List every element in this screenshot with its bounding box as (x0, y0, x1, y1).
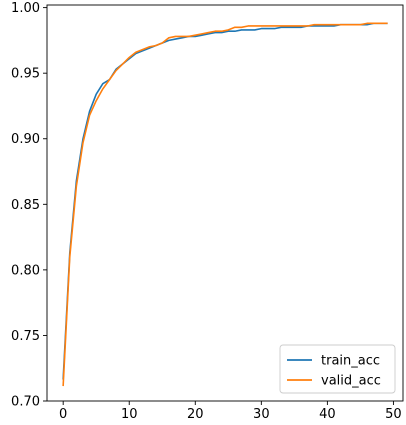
y-tick-label: 0.95 (11, 67, 40, 82)
x-axis: 0 10 20 30 40 50 (59, 401, 402, 422)
series-line-valid-acc (62, 22, 388, 387)
plot-frame (46, 4, 404, 402)
x-tick-label: 10 (121, 407, 138, 422)
x-tick-label: 40 (319, 407, 336, 422)
x-tick-label: 20 (187, 407, 204, 422)
y-axis: 0.70 0.75 0.80 0.85 0.90 0.95 1.00 (11, 1, 47, 410)
legend: train_acc valid_acc (279, 344, 396, 394)
y-tick-label: 1.00 (11, 1, 40, 16)
x-tick-label: 30 (253, 407, 270, 422)
y-tick-label: 0.75 (11, 329, 40, 344)
y-tick-label: 0.80 (11, 263, 40, 278)
series-layer (62, 22, 388, 387)
y-tick-label: 0.70 (11, 395, 40, 410)
y-tick-label: 0.90 (11, 132, 40, 147)
legend-label-train-acc: train_acc (321, 354, 380, 369)
y-tick-label: 0.85 (11, 198, 40, 213)
x-tick-label: 0 (59, 407, 67, 422)
legend-label-valid-acc: valid_acc (321, 374, 381, 389)
legend-box (279, 344, 396, 394)
x-tick-label: 50 (385, 407, 402, 422)
